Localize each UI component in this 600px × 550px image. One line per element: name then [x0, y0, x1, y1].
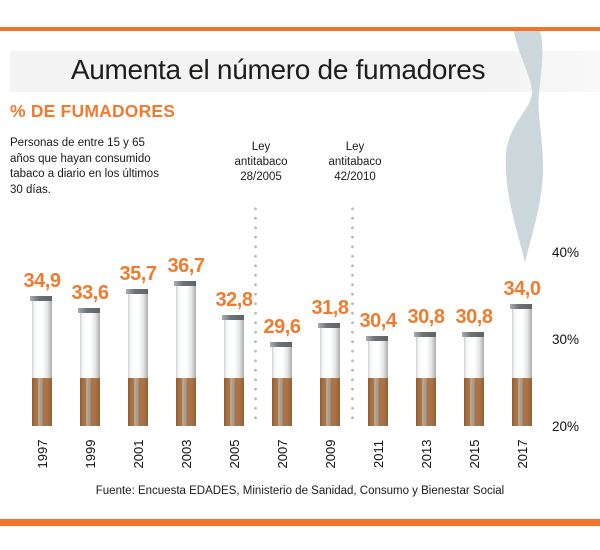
annotation-law-2010: Ley antitabaco 42/2010: [328, 141, 382, 183]
cigarette-tip: [174, 280, 196, 286]
cigarette-tip: [414, 332, 436, 338]
cigarette-paper: [80, 312, 100, 378]
cigarette-bar-2009: [318, 323, 340, 426]
x-axis-year-label: 2007: [275, 439, 290, 469]
x-axis-year-label: 2001: [131, 439, 146, 469]
x-axis-year-label: 2015: [467, 439, 482, 469]
bar-value-label: 33,6: [71, 281, 109, 304]
cigarette-filter: [128, 377, 148, 426]
cigarette-tip: [510, 304, 532, 310]
x-axis-year-label: 1999: [83, 439, 98, 469]
cigarette-filter: [320, 377, 340, 426]
cigarette-bar-2005: [222, 314, 244, 426]
x-axis-year-label: 2005: [227, 439, 242, 469]
x-axis-year-label: 1997: [35, 439, 50, 469]
cigarette-tip: [318, 323, 340, 329]
cigarette-paper: [320, 328, 340, 378]
cigarette-bar-2017: [510, 304, 532, 426]
x-axis-year-label: 2011: [371, 440, 386, 468]
cigarette-paper: [368, 340, 388, 378]
bar-value-label: 34,0: [503, 278, 541, 301]
cigarette-paper: [416, 337, 436, 378]
bar-value-label: 32,8: [215, 288, 253, 311]
page-title: Aumenta el número de fumadores: [70, 54, 486, 85]
bar-value-label: 35,7: [119, 263, 157, 286]
cigarette-tip: [78, 307, 100, 313]
x-axis-year-label: 2013: [419, 439, 434, 469]
cigarette-tip: [270, 342, 292, 348]
bottom-accent-rule: [0, 519, 600, 526]
cigarette-filter: [368, 377, 388, 426]
cigarette-paper: [224, 319, 244, 378]
cigarette-bar-2007: [270, 342, 292, 426]
cigarette-filter: [512, 377, 532, 426]
cigarette-tip: [366, 335, 388, 341]
cigarette-paper: [512, 309, 532, 378]
cigarette-bar-2001: [126, 289, 148, 426]
bar-value-label: 29,6: [263, 316, 301, 339]
cigarette-filter: [32, 377, 52, 426]
cigarette-bar-2003: [174, 280, 196, 426]
cigarette-bar-1997: [30, 296, 52, 426]
cigarette-paper: [32, 301, 52, 378]
bar-value-label: 36,7: [167, 254, 205, 277]
cigarette-paper: [176, 285, 196, 378]
cigarette-filter: [272, 377, 292, 426]
cigarette-tip: [462, 332, 484, 338]
cigarette-filter: [80, 377, 100, 426]
cigarette-filter: [416, 377, 436, 426]
x-axis-year-label: 2009: [323, 439, 338, 469]
bar-value-label: 34,9: [23, 270, 61, 293]
section-label: % DE FUMADORES: [10, 101, 176, 121]
cigarette-bar-2011: [366, 335, 388, 426]
source-credit: Fuente: Encuesta EDADES, Ministerio de S…: [95, 485, 505, 497]
dotted-marker-line-2010: [351, 204, 354, 426]
x-axis-year-label: 2017: [515, 439, 530, 469]
cigarette-paper: [128, 294, 148, 378]
cigarette-filter: [464, 377, 484, 426]
smoke-icon: [505, 31, 544, 263]
y-axis-tick-40: 40%: [552, 245, 580, 260]
cigarette-bar-2013: [414, 332, 436, 426]
cigarette-bar-2015: [462, 332, 484, 426]
top-accent-rule: [0, 27, 600, 31]
y-axis-tick-20: 20%: [552, 419, 580, 434]
cigarette-bar-1999: [78, 307, 100, 426]
y-axis-tick-30: 30%: [552, 332, 580, 347]
title-band: [10, 51, 600, 92]
chart-description: Personas de entre 15 y 65 años que hayan…: [10, 137, 159, 196]
cigarette-tip: [30, 296, 52, 302]
bar-value-label: 30,8: [407, 306, 445, 329]
bar-value-label: 30,4: [359, 309, 397, 332]
cigarette-tip: [222, 314, 244, 320]
annotation-law-2005: Ley antitabaco 28/2005: [234, 141, 288, 183]
cigarette-paper: [272, 347, 292, 378]
bar-value-label: 30,8: [455, 306, 493, 329]
bar-value-label: 31,8: [311, 297, 349, 320]
cigarette-paper: [464, 337, 484, 378]
cigarette-filter: [224, 377, 244, 426]
dotted-marker-line-2005: [254, 204, 257, 426]
x-axis-year-label: 2003: [179, 439, 194, 469]
cigarette-filter: [176, 377, 196, 426]
cigarette-tip: [126, 289, 148, 295]
